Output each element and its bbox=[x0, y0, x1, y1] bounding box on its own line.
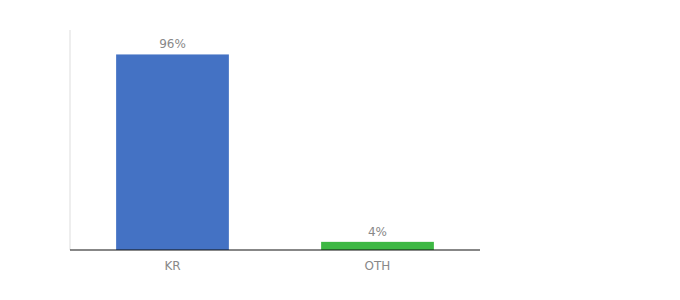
bars bbox=[116, 54, 434, 250]
data-label: 96% bbox=[159, 37, 186, 51]
x-tick-label: OTH bbox=[365, 259, 391, 273]
x-tick-label: KR bbox=[164, 259, 180, 273]
bar bbox=[116, 54, 229, 250]
chart: 96% KR 4% OTH bbox=[0, 0, 680, 300]
bar bbox=[321, 242, 434, 250]
data-label: 4% bbox=[368, 225, 387, 239]
x-axis-line bbox=[70, 249, 480, 250]
y-range-line bbox=[70, 30, 71, 250]
